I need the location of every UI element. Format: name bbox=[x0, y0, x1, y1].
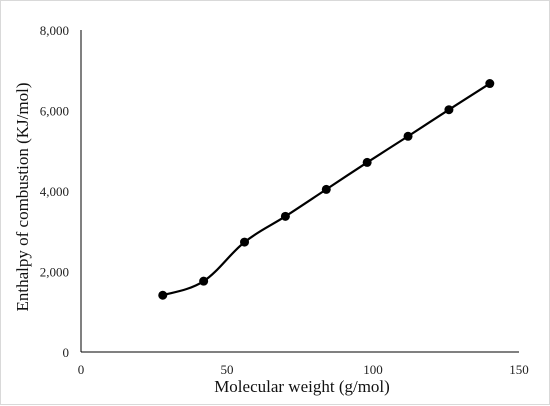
x-axis-title: Molecular weight (g/mol) bbox=[214, 377, 390, 396]
x-tick-label: 150 bbox=[509, 362, 529, 377]
x-tick-label: 100 bbox=[363, 362, 383, 377]
data-point bbox=[240, 237, 250, 247]
y-tick-label: 4,000 bbox=[40, 184, 69, 199]
x-tick-label: 50 bbox=[221, 362, 234, 377]
axes bbox=[80, 30, 519, 353]
data-point bbox=[280, 211, 290, 221]
series-layer bbox=[158, 79, 495, 300]
x-tick-label: 0 bbox=[78, 362, 85, 377]
y-tick-label: 2,000 bbox=[40, 265, 69, 280]
data-point bbox=[362, 157, 372, 167]
y-tick-label: 0 bbox=[63, 345, 70, 360]
y-axis-title: Enthalpy of combustion (KJ/mol) bbox=[13, 82, 32, 311]
data-point bbox=[158, 290, 168, 300]
y-tick-label: 6,000 bbox=[40, 104, 69, 119]
data-point bbox=[199, 276, 209, 286]
y-tick-label: 8,000 bbox=[40, 23, 69, 38]
data-point bbox=[444, 105, 454, 115]
data-point bbox=[485, 79, 495, 89]
data-point bbox=[403, 131, 413, 141]
x-tick-labels: 0 50 100 150 bbox=[78, 362, 529, 377]
y-tick-labels: 0 2,000 4,000 6,000 8,000 bbox=[40, 23, 69, 360]
data-point bbox=[321, 184, 331, 194]
